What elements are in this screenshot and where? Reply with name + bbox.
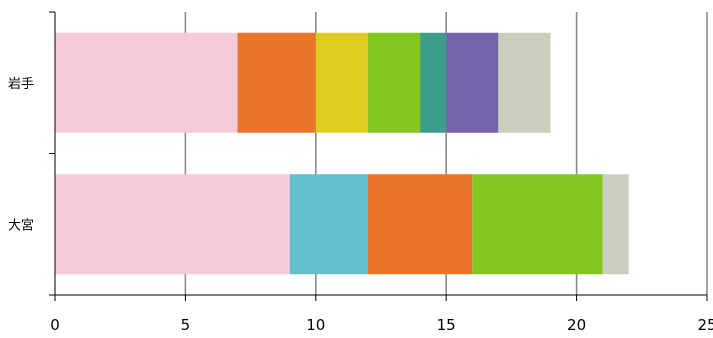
bar-segment (498, 32, 551, 133)
y-category-label: 岩手 (8, 77, 34, 92)
axes (49, 11, 708, 301)
x-tick-label: 25 (697, 316, 713, 334)
bar-segment (367, 32, 421, 133)
x-tick-label: 5 (181, 316, 191, 334)
bar-segment (55, 32, 238, 133)
bar-segment (237, 32, 316, 133)
y-category-label: 大宮 (8, 217, 34, 233)
bar-segment (289, 174, 368, 275)
x-tick-label: 15 (437, 316, 456, 334)
bar-segment (367, 174, 473, 275)
bar-segment (420, 32, 447, 133)
x-tick-label: 10 (306, 316, 325, 334)
bar-segment (602, 174, 629, 275)
x-tick-label: 20 (567, 316, 586, 334)
bar-segment (472, 174, 603, 275)
bar-segment (446, 32, 499, 133)
x-tick-label: 0 (50, 316, 60, 334)
x-axis-tick-labels: 0 5 10 15 20 25 (50, 316, 713, 334)
bar-segment (55, 174, 290, 275)
bar-series (55, 32, 629, 275)
bar-segment (315, 32, 368, 133)
